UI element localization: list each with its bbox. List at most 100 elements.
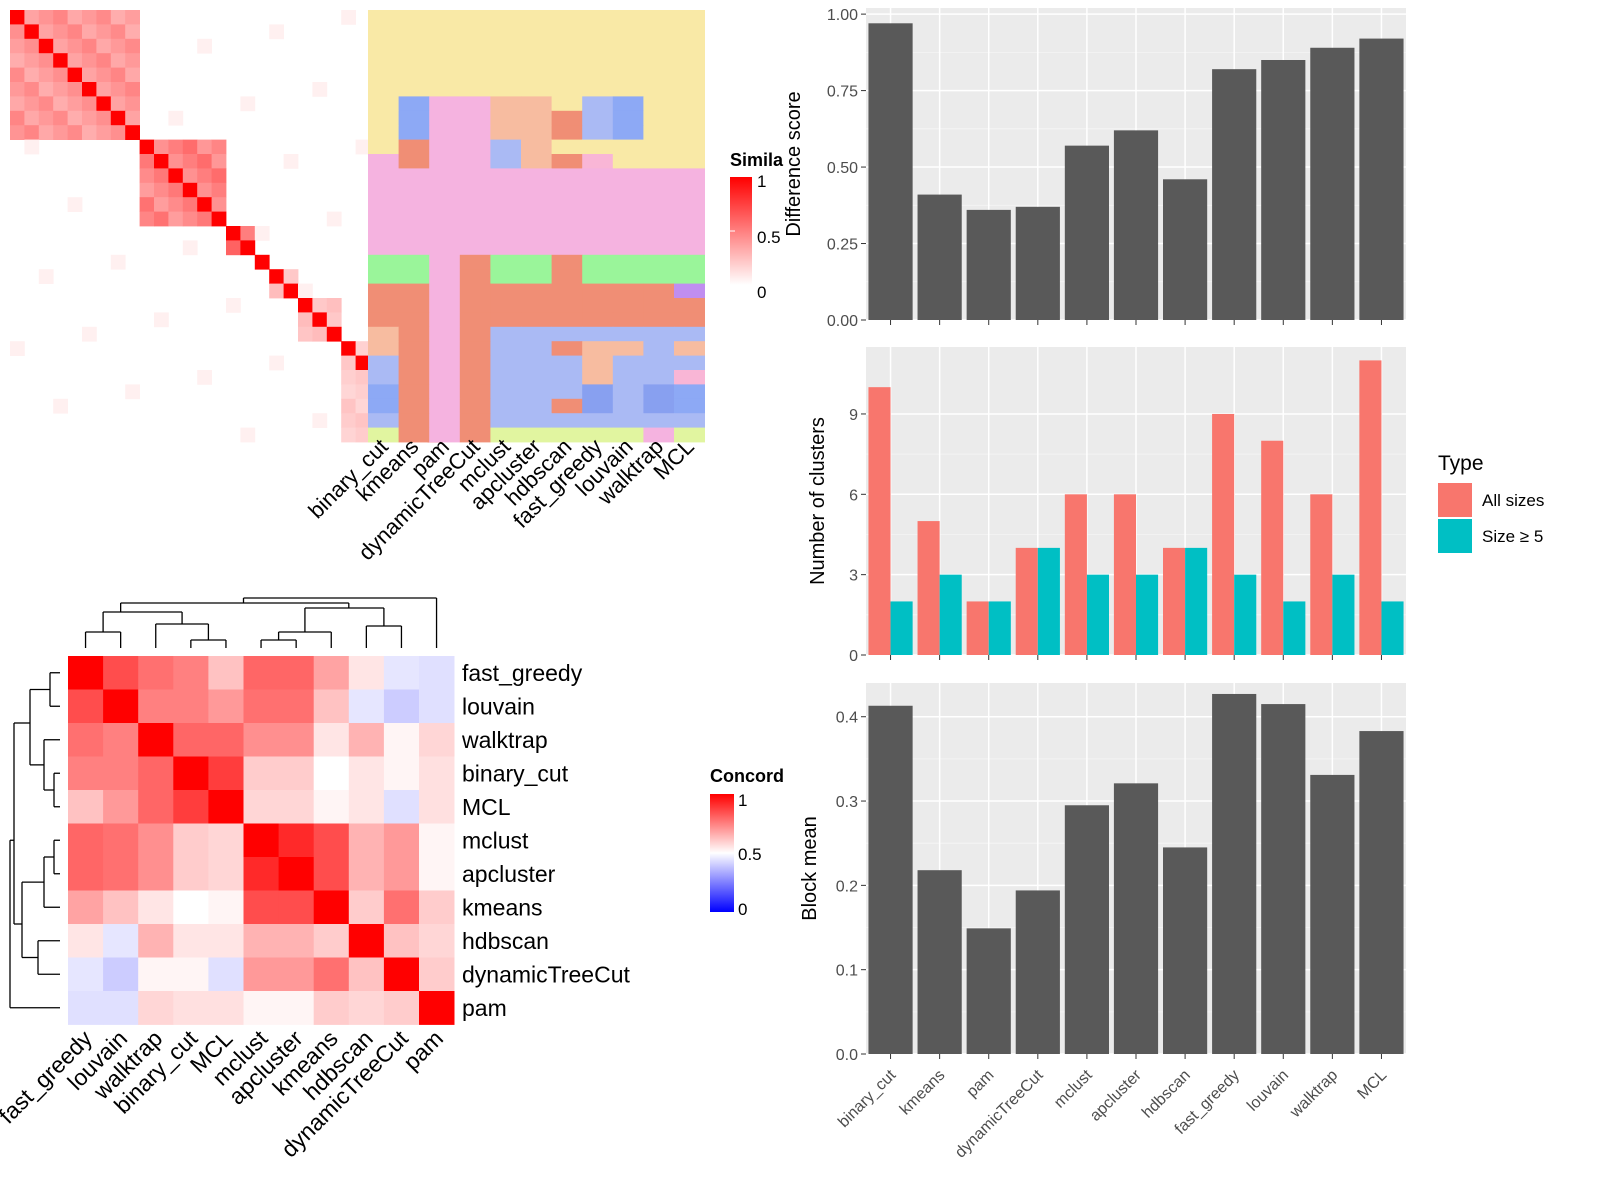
heatmap-cell — [283, 269, 299, 284]
assignment-cell — [674, 298, 705, 313]
heatmap-cell — [110, 254, 126, 270]
concordance-cell — [383, 689, 420, 724]
concordance-cell — [313, 823, 350, 858]
assignment-cell — [582, 139, 614, 155]
concordance-cell — [348, 924, 385, 958]
assignment-cell — [521, 182, 552, 198]
assignment-cell — [429, 283, 461, 299]
assignment-cell — [398, 96, 430, 112]
assignment-cell — [429, 326, 461, 342]
assignment-cell — [612, 197, 644, 212]
assignment-cell — [459, 110, 491, 126]
bar — [1015, 206, 1060, 320]
assignment-cell — [643, 211, 675, 227]
concordance-cell — [173, 890, 209, 925]
row-label: apcluster — [462, 861, 556, 887]
x-tick-label: binary_cut — [835, 1066, 900, 1131]
assignment-cell — [582, 67, 614, 83]
assignment-cell — [429, 254, 461, 270]
heatmap-cell — [326, 326, 342, 342]
assignment-cell — [612, 326, 644, 342]
heatmap-cell — [341, 398, 356, 414]
heatmap-cell — [226, 226, 241, 241]
assignment-cell — [582, 384, 614, 400]
heatmap-cell — [154, 211, 169, 227]
assignment-cell — [582, 197, 614, 212]
heatmap-cell — [182, 168, 198, 184]
assignment-cell — [490, 283, 522, 299]
assignment-cell — [582, 110, 614, 126]
heatmap-cell — [240, 96, 256, 112]
assignment-cell — [551, 341, 583, 356]
row-label: hdbscan — [462, 928, 549, 954]
concordance-cell — [138, 756, 174, 791]
assignment-cell — [582, 312, 614, 328]
assignment-cell — [551, 168, 583, 184]
assignment-cell — [368, 67, 399, 83]
assignment-cell — [368, 269, 399, 284]
assignment-cell — [551, 370, 583, 385]
assignment-cell — [643, 326, 675, 342]
assignment-cell — [551, 240, 583, 256]
concordance-cell — [243, 924, 279, 958]
assignment-cell — [459, 211, 491, 227]
assignment-cell — [429, 197, 461, 212]
assignment-cell — [368, 168, 399, 184]
x-tick-label: dynamicTreeCut — [952, 1066, 1047, 1161]
assignment-cell — [582, 269, 614, 284]
assignment-cell — [368, 96, 399, 112]
y-tick-label: 0.3 — [836, 794, 858, 811]
concordance-cell — [103, 656, 139, 690]
assignment-cell — [643, 125, 675, 140]
assignment-cell — [612, 53, 644, 68]
assignment-cell — [429, 269, 461, 284]
assignment-cell — [674, 355, 705, 371]
assignment-cell — [674, 211, 705, 227]
concordance-cell — [313, 723, 350, 757]
number_of_clusters-panel: 0 3 6 9 Number of clusters — [807, 347, 1406, 665]
assignment-cell — [459, 67, 491, 83]
assignment-cell — [521, 67, 552, 83]
heatmap-cell — [82, 67, 97, 83]
heatmap-cell — [312, 312, 328, 328]
bar — [1185, 547, 1208, 655]
heatmap-cell — [269, 269, 284, 284]
assignment-cell — [490, 226, 522, 241]
heatmap-cell — [67, 125, 83, 140]
assignment-cell — [398, 341, 430, 356]
concordance-cell — [103, 756, 139, 791]
assignment-cell — [398, 211, 430, 227]
y-tick-label: 9 — [849, 407, 858, 424]
heatmap-cell — [139, 168, 155, 184]
assignment-cell — [490, 211, 522, 227]
concordance-cell — [383, 991, 420, 1025]
concordance-cell — [173, 991, 209, 1025]
bar — [917, 521, 940, 655]
concordance-cell — [173, 924, 209, 958]
heatmap-cell — [24, 67, 40, 83]
assignment-cell — [398, 82, 430, 97]
assignment-cell — [368, 38, 399, 54]
heatmap-cell — [139, 211, 155, 227]
heatmap-cell — [139, 197, 155, 212]
assignment-cell — [398, 413, 430, 428]
heatmap-cell — [82, 53, 97, 68]
heatmap-cell — [211, 139, 227, 155]
assignment-cell — [612, 427, 644, 443]
heatmap-cell — [240, 240, 256, 256]
assignment-cell — [643, 53, 675, 68]
heatmap-cell — [24, 125, 40, 140]
assignment-cell — [429, 211, 461, 227]
heatmap-cell — [82, 38, 97, 54]
assignment-cell — [551, 197, 583, 212]
concordance-cell — [278, 957, 315, 992]
assignment-cell — [398, 370, 430, 385]
assignment-cell — [612, 226, 644, 241]
concordance-cell — [138, 823, 174, 858]
assignment-cell — [551, 125, 583, 140]
heatmap-cell — [10, 67, 25, 83]
assignment-cell — [429, 312, 461, 328]
assignment-cell — [398, 226, 430, 241]
concordance-cell — [68, 790, 104, 824]
assignment-cell — [582, 283, 614, 299]
